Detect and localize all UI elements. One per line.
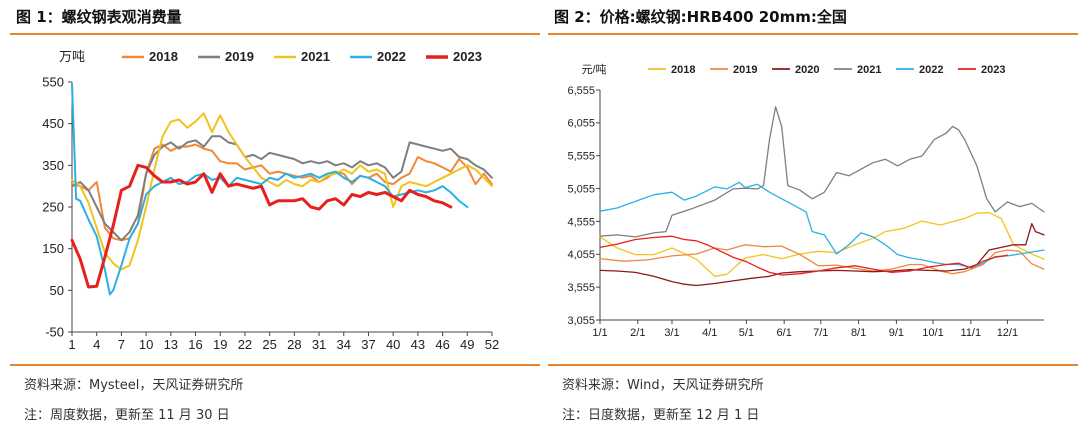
- series-line-2023: [599, 235, 1009, 276]
- y-tick-label: 250: [42, 200, 64, 215]
- x-tick-label: 52: [485, 337, 499, 352]
- x-tick-label: 6/1: [777, 327, 792, 339]
- y-tick-label: 4,055: [567, 249, 595, 261]
- x-tick-label: 37: [361, 337, 375, 352]
- figure-panel-right: 图 2：价格:螺纹钢:HRB400 20mm:全国 3,055 3,555 4,05…: [548, 0, 1078, 427]
- x-tick-label: 40: [386, 337, 400, 352]
- x-tick-label: 4: [93, 337, 100, 352]
- chart-consumption: -50 50 150 250 350 450 550 1 4 7 10 13 16 19 22 25 28 31 3…: [42, 49, 499, 352]
- figure-title: 图 1：螺纹钢表观消费量: [16, 8, 182, 26]
- x-tick-label: 13: [164, 337, 178, 352]
- y-tick-label: 550: [42, 75, 64, 90]
- y-tick-label: 350: [42, 158, 64, 173]
- legend-label-2023: 2023: [453, 49, 482, 64]
- x-tick-label: 28: [287, 337, 301, 352]
- source-note: 资料来源：Mysteel，天风证券研究所: [24, 378, 244, 393]
- x-tick-label: 10: [139, 337, 153, 352]
- y-tick-label: 6,555: [567, 85, 595, 97]
- legend-label-2023: 2023: [981, 64, 1005, 76]
- series-line-2019: [599, 244, 1045, 275]
- x-tick-label: 43: [411, 337, 425, 352]
- y-tick-label: 150: [42, 241, 64, 256]
- legend-label-2018: 2018: [149, 49, 178, 64]
- legend-label-2018: 2018: [671, 64, 695, 76]
- x-tick-label: 9/1: [889, 327, 904, 339]
- y-tick-label: -50: [45, 325, 64, 340]
- figure-panel-left: 图 1：螺纹钢表观消费量 -50 50 150 250 350 450 550 1 4 7 10 13…: [10, 0, 540, 427]
- y-axis-unit-label: 万吨: [59, 49, 85, 64]
- update-note: 注：周度数据，更新至 11 月 30 日: [24, 408, 230, 423]
- y-tick-label: 3,555: [567, 282, 595, 294]
- series-line-2021: [599, 106, 1045, 238]
- x-tick-label: 25: [262, 337, 276, 352]
- x-tick-label: 3/1: [664, 327, 679, 339]
- update-note: 注：日度数据，更新至 12 月 1 日: [562, 408, 760, 423]
- x-tick-label: 4/1: [702, 327, 717, 339]
- figure-title: 图 2：价格:螺纹钢:HRB400 20mm:全国: [554, 8, 847, 26]
- x-tick-label: 16: [188, 337, 202, 352]
- legend-label-2022: 2022: [377, 49, 406, 64]
- x-tick-label: 7/1: [813, 327, 828, 339]
- footer-rule: [548, 364, 1078, 366]
- x-tick-label: 22: [238, 337, 252, 352]
- y-tick-label: 3,055: [567, 315, 595, 327]
- x-tick-label: 46: [435, 337, 449, 352]
- x-tick-label: 8/1: [851, 327, 866, 339]
- legend-label-2020: 2020: [795, 64, 819, 76]
- x-tick-label: 7: [118, 337, 125, 352]
- y-axis-unit-label: 元/吨: [581, 63, 606, 76]
- series-line-2018: [599, 211, 1045, 277]
- legend-label-2021: 2021: [301, 49, 330, 64]
- y-tick-label: 6,055: [567, 118, 595, 130]
- series-line-2022: [71, 83, 469, 296]
- x-tick-label: 5/1: [739, 327, 754, 339]
- y-tick-label: 450: [42, 116, 64, 131]
- x-tick-label: 34: [337, 337, 351, 352]
- x-tick-label: 2/1: [630, 327, 645, 339]
- series-line-2023: [70, 163, 453, 289]
- x-tick-label: 49: [460, 337, 474, 352]
- legend-label-2021: 2021: [857, 64, 881, 76]
- legend-label-2019: 2019: [733, 64, 757, 76]
- legend-label-2019: 2019: [225, 49, 254, 64]
- x-tick-label: 11/1: [961, 327, 982, 339]
- series-line-2022: [599, 181, 1045, 269]
- x-tick-label: 19: [213, 337, 227, 352]
- x-tick-label: 31: [312, 337, 326, 352]
- chart-price: 3,055 3,555 4,055 4,555 5,055 5,555 6,055 6,555…: [567, 63, 1045, 339]
- x-tick-label: 1/1: [592, 327, 607, 339]
- footer-rule: [10, 364, 540, 366]
- x-tick-label: 1: [68, 337, 75, 352]
- y-tick-label: 50: [50, 283, 64, 298]
- source-note: 资料来源：Wind，天风证券研究所: [562, 378, 764, 393]
- x-tick-label: 12/1: [997, 327, 1018, 339]
- y-tick-label: 5,055: [567, 183, 595, 195]
- y-tick-label: 4,555: [567, 216, 595, 228]
- y-tick-label: 5,555: [567, 151, 595, 163]
- title-rule: [10, 33, 540, 35]
- series-line-2019: [71, 135, 493, 242]
- title-rule: [548, 33, 1078, 35]
- series-line-2020: [599, 223, 1045, 287]
- legend-label-2022: 2022: [919, 64, 943, 76]
- series-line-2021: [71, 112, 493, 271]
- x-tick-label: 10/1: [922, 327, 943, 339]
